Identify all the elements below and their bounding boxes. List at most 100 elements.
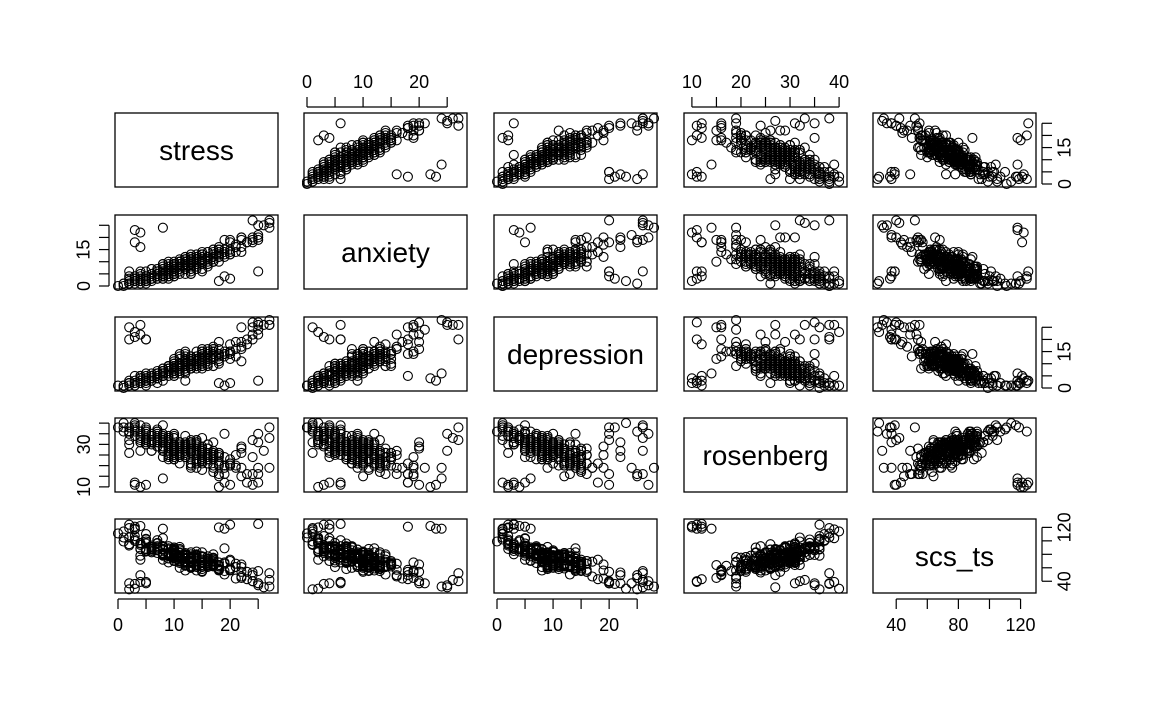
data-point-stress-vs-scs_ts [897,127,908,139]
data-point-depression-vs-anxiety [380,339,391,350]
data-point-stress-vs-anxiety [335,157,346,168]
points-stress-vs-scs_ts [872,113,1034,190]
data-point-depression-vs-anxiety [402,348,413,360]
data-point-stress-vs-scs_ts [1012,159,1023,170]
data-point-stress-vs-scs_ts [928,144,939,156]
data-point-rosenberg-vs-anxiety [307,447,318,458]
data-point-depression-vs-stress [247,317,258,328]
data-point-depression-vs-anxiety [363,363,374,374]
data-point-depression-vs-rosenberg [784,378,796,389]
data-point-anxiety-vs-depression [548,268,559,279]
data-point-anxiety-vs-stress [208,249,219,260]
data-point-anxiety-vs-scs_ts [877,220,888,231]
data-point-depression-vs-anxiety [430,375,442,386]
data-point-stress-vs-depression [615,118,626,129]
data-point-stress-vs-scs_ts [944,157,955,168]
data-point-stress-vs-rosenberg [809,166,820,177]
data-point-stress-vs-rosenberg [760,127,771,139]
data-point-anxiety-vs-rosenberg [789,261,800,272]
data-point-stress-vs-scs_ts [964,161,975,173]
data-point-depression-vs-rosenberg [740,339,751,350]
data-point-stress-vs-depression [598,135,609,146]
data-point-depression-vs-rosenberg [716,319,727,330]
data-point-depression-vs-stress [225,346,236,357]
data-point-depression-vs-stress [118,382,129,394]
data-point-rosenberg-vs-scs_ts [968,454,979,465]
points-anxiety-vs-stress [112,215,275,292]
data-point-depression-vs-stress [230,344,241,355]
data-point-stress-vs-depression [531,157,542,168]
data-point-stress-vs-rosenberg [765,135,776,146]
data-point-stress-vs-scs_ts [1015,135,1026,146]
data-point-anxiety-vs-rosenberg [814,273,825,284]
data-point-stress-vs-scs_ts [1023,118,1034,129]
data-point-anxiety-vs-depression [564,249,575,260]
data-point-depression-vs-rosenberg [784,348,796,360]
data-point-stress-vs-rosenberg [686,169,697,180]
data-point-rosenberg-vs-anxiety [408,460,419,471]
data-point-depression-vs-stress [169,353,180,364]
data-point-anxiety-vs-rosenberg [760,263,771,275]
data-point-depression-vs-stress [140,375,152,386]
data-point-anxiety-vs-depression [576,251,587,262]
data-point-anxiety-vs-scs_ts [957,276,969,287]
data-point-stress-vs-scs_ts [1017,171,1028,182]
data-point-stress-vs-rosenberg [716,135,727,146]
data-point-anxiety-vs-depression [576,254,587,265]
data-point-depression-vs-stress [169,368,180,379]
data-point-anxiety-vs-depression [643,220,654,231]
data-point-stress-vs-anxiety [318,130,329,141]
data-point-anxiety-vs-rosenberg [834,278,845,289]
data-point-rosenberg-vs-anxiety [335,477,346,488]
data-point-stress-vs-anxiety [386,135,397,146]
data-point-anxiety-vs-rosenberg [809,266,820,277]
data-point-depression-vs-rosenberg [686,378,697,389]
data-point-stress-vs-rosenberg [740,144,751,156]
panel-frame-anxiety-vs-stress [114,214,279,290]
data-point-depression-vs-stress [124,322,135,333]
data-point-stress-vs-depression [548,149,559,160]
data-point-stress-vs-scs_ts [971,157,983,168]
data-point-depression-vs-stress [197,346,208,357]
data-point-depression-vs-anxiety [442,319,453,330]
data-point-stress-vs-depression [615,169,626,180]
data-point-stress-vs-depression [564,144,575,156]
data-point-stress-vs-rosenberg [814,166,825,177]
data-point-anxiety-vs-scs_ts [897,239,908,250]
data-point-stress-vs-rosenberg [814,174,825,185]
data-point-stress-vs-anxiety [374,135,385,146]
data-point-anxiety-vs-depression [519,276,531,287]
data-point-anxiety-vs-depression [548,254,559,265]
data-point-depression-vs-rosenberg [770,329,781,340]
data-point-anxiety-vs-scs_ts [971,271,983,282]
data-point-anxiety-vs-stress [140,271,152,282]
data-point-stress-vs-depression [581,125,592,136]
points-depression-vs-scs_ts [872,314,1034,394]
data-point-anxiety-vs-rosenberg [740,256,751,267]
data-point-depression-vs-rosenberg [829,319,840,330]
data-point-anxiety-vs-scs_ts [1021,273,1032,284]
data-point-stress-vs-depression [508,118,519,129]
data-point-stress-vs-scs_ts [956,159,967,170]
data-point-rosenberg-vs-depression [609,422,620,433]
data-point-depression-vs-anxiety [346,344,357,355]
data-point-anxiety-vs-rosenberg [814,268,825,279]
data-point-depression-vs-anxiety [414,344,425,355]
data-point-rosenberg-vs-anxiety [436,462,447,473]
data-point-stress-vs-rosenberg [809,132,820,143]
data-point-depression-vs-stress [264,319,275,330]
data-point-stress-vs-rosenberg [706,159,717,170]
data-point-stress-vs-scs_ts [884,171,896,182]
data-point-depression-vs-stress [213,351,224,362]
data-point-anxiety-vs-depression [637,215,648,226]
data-point-rosenberg-vs-stress [135,445,146,456]
data-point-stress-vs-depression [581,127,592,139]
data-point-anxiety-vs-stress [124,266,135,277]
data-point-anxiety-vs-stress [146,273,157,284]
data-point-rosenberg-vs-depression [615,437,626,448]
data-point-depression-vs-anxiety [324,334,335,345]
data-point-anxiety-vs-scs_ts [961,263,972,275]
data-point-depression-vs-stress [124,334,135,345]
data-point-anxiety-vs-stress [208,244,219,255]
data-point-depression-vs-rosenberg [789,329,800,340]
